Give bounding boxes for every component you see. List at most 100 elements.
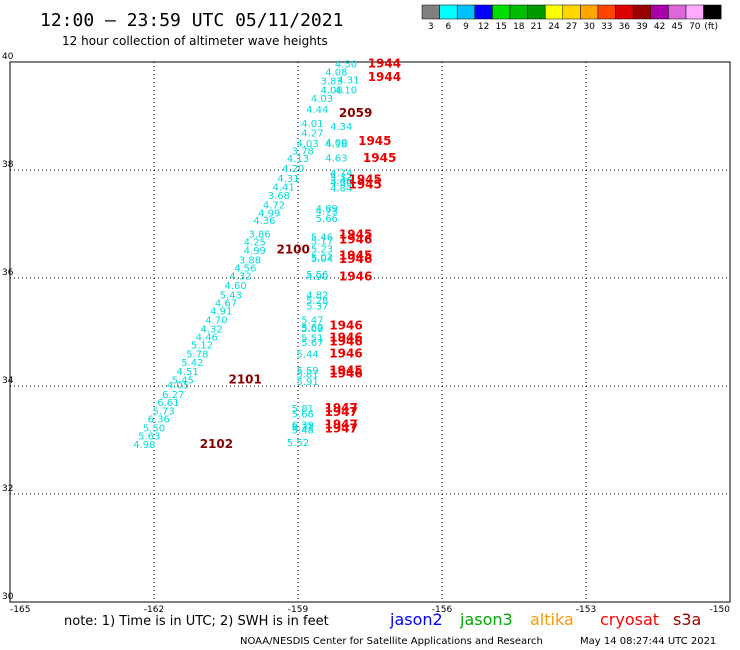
time-label: 1944 (368, 70, 401, 84)
plot-frame (9, 61, 731, 603)
y-axis-ticks: 30 32 34 36 38 40 (2, 52, 14, 602)
wave-height-point: 5.73 (152, 407, 174, 418)
time-label: 1946 (329, 366, 362, 380)
y-tick-label: 38 (2, 160, 14, 170)
wave-height-point: 5.04 (311, 254, 333, 265)
time-label: 2100 (276, 243, 309, 257)
time-label: 1945 (339, 249, 372, 263)
time-label: 1946 (329, 346, 362, 360)
time-label: 1945 (348, 173, 381, 187)
color-scale-swatch (632, 4, 652, 20)
wave-height-point: 4.56 (234, 264, 256, 275)
color-scale-swatch (474, 4, 493, 20)
wave-height-point: 5.78 (186, 349, 208, 360)
wave-height-point: 5.52 (287, 438, 309, 449)
time-label: 1946 (329, 331, 362, 345)
time-label: 1947 (324, 405, 357, 419)
time-label: 1945 (358, 134, 391, 148)
color-scale-swatch (509, 4, 528, 20)
wave-height-point: 4.72 (263, 200, 285, 211)
time-label: 2102 (200, 437, 233, 451)
wave-height-point: 4.31 (337, 76, 359, 87)
wave-height-point: 5.51 (301, 334, 323, 345)
wave-height-point: 4.91 (210, 307, 232, 318)
time-label: 1946 (339, 232, 372, 246)
wave-height-point: 4.01 (301, 119, 323, 130)
time-label: 2059 (339, 106, 372, 120)
wave-height-point: 5.12 (191, 341, 213, 352)
time-label: 1946 (339, 252, 372, 266)
color-scale-label: 33 (601, 22, 612, 32)
satellite-legend-altika: altika (530, 610, 574, 629)
satellite-legend-jason2: jason2 (389, 610, 443, 629)
y-tick-label: 34 (2, 376, 14, 386)
wave-height-point: 5.63 (138, 431, 160, 442)
wave-height-point: 5.56 (306, 270, 328, 281)
color-scale-label: 27 (566, 22, 577, 32)
color-scale-label: 15 (495, 22, 506, 32)
time-label: 1947 (324, 418, 357, 432)
wave-height-point: 5.43 (220, 291, 242, 302)
chart-title: 12:00 – 23:59 UTC 05/11/2021 (40, 10, 343, 31)
color-scale-label: 36 (619, 22, 631, 32)
wave-height-point: 4.90 (306, 272, 328, 283)
color-scale-swatch (492, 4, 511, 20)
time-label: 1945 (339, 228, 372, 242)
wave-height-point: 5.45 (172, 375, 194, 386)
satellite-legend-jason3: jason3 (459, 610, 513, 629)
color-scale-legend: 3 6 9 12 15 18 21 24 27 30 33 36 39 42 45 70 (ft) (421, 4, 722, 32)
wave-height-point: 4.03 (296, 139, 318, 150)
wave-height-point: 4.70 (205, 315, 227, 326)
wave-height-point: 4.00 (325, 138, 347, 149)
credit-text: NOAA/NESDIS Center for Satellite Applica… (240, 636, 543, 647)
wave-height-point: 5.46 (311, 233, 333, 244)
wave-height-point: 4.08 (325, 68, 347, 79)
timestamp-text: May 14 08:27:44 UTC 2021 (580, 636, 716, 647)
color-scale-swatch (580, 4, 599, 20)
wave-height-point: 5.09 (301, 324, 323, 335)
wave-height-point: 4.86 (330, 178, 352, 189)
color-scale-swatch (527, 4, 546, 20)
wave-height-point: 3.68 (268, 191, 290, 202)
wave-height-point: 4.32 (229, 272, 251, 283)
color-scale-label: 30 (583, 22, 595, 32)
wave-height-point: 5.02 (311, 253, 333, 264)
wave-height-point: 3.88 (239, 255, 261, 266)
chart-subtitle: 12 hour collection of altimeter wave hei… (62, 34, 328, 48)
x-tick-label: -162 (144, 605, 164, 615)
wave-height-point: 4.63 (325, 153, 347, 164)
wave-height-point: 5.47 (301, 315, 323, 326)
wave-height-point: 5.91 (296, 377, 318, 388)
units-note: note: 1) Time is in UTC; 2) SWH is in fe… (64, 614, 329, 629)
time-label: 1945 (363, 151, 396, 165)
wave-height-point: 4.99 (244, 246, 266, 257)
x-tick-label: -156 (432, 605, 453, 615)
y-tick-label: 36 (2, 268, 14, 278)
color-scale-swatch (456, 4, 476, 20)
x-tick-label: -150 (710, 605, 731, 615)
wave-height-point: 4.36 (253, 216, 275, 227)
color-scale-label: 42 (654, 22, 665, 32)
wave-height-point: 5.48 (292, 426, 314, 437)
wave-height-point: 4.99 (258, 208, 280, 219)
wave-height-point: 4.98 (133, 440, 155, 451)
wave-height-point: 6.39 (292, 421, 314, 432)
satellite-legend-cryosat: cryosat (600, 610, 659, 629)
color-scale-unit: (ft) (704, 22, 718, 32)
time-label: 1947 (324, 421, 357, 435)
wave-height-point: 4.08 (320, 85, 342, 96)
wave-height-point: 4.89 (316, 204, 338, 215)
color-scale-label: 45 (671, 22, 682, 32)
data-points: 4.504.083.834.314.084.104.034.444.01 4.34… (133, 56, 401, 451)
color-scale-label: 12 (478, 22, 489, 32)
wave-height-point: 5.28 (306, 296, 328, 307)
color-scale-swatch (544, 4, 564, 20)
color-scale-swatch (703, 4, 722, 20)
wave-height-point: 4.05 (167, 381, 189, 392)
wave-height-point: 4.41 (272, 183, 294, 194)
wave-height-point: 4.46 (196, 333, 218, 344)
wave-height-point: 6.36 (148, 415, 170, 426)
wave-height-point: 5.32 (330, 172, 352, 183)
wave-height-point: 4.82 (306, 291, 328, 302)
wave-height-point: 5.62 (301, 323, 323, 334)
